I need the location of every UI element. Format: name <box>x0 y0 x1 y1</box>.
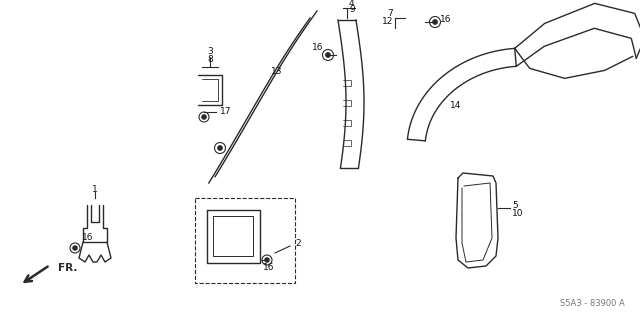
Text: 7: 7 <box>387 10 393 19</box>
Bar <box>195 198 295 283</box>
Circle shape <box>218 146 222 150</box>
Text: 8: 8 <box>207 56 213 64</box>
Text: 3: 3 <box>207 47 213 56</box>
Circle shape <box>433 20 437 24</box>
Text: FR.: FR. <box>58 263 77 273</box>
Text: 16: 16 <box>440 16 451 25</box>
Text: 2: 2 <box>295 240 301 249</box>
Text: 14: 14 <box>450 100 461 109</box>
Text: 17: 17 <box>220 107 232 115</box>
Text: 16: 16 <box>263 263 275 272</box>
Text: 1: 1 <box>92 184 98 194</box>
Text: 16: 16 <box>82 233 93 241</box>
Text: 9: 9 <box>349 5 355 14</box>
Text: S5A3 - 83900 A: S5A3 - 83900 A <box>560 299 625 308</box>
Text: 12: 12 <box>381 17 393 26</box>
Circle shape <box>326 53 330 57</box>
Text: 13: 13 <box>271 68 282 77</box>
Text: 5: 5 <box>512 202 518 211</box>
Text: 16: 16 <box>312 43 323 53</box>
Circle shape <box>202 115 206 119</box>
Text: 10: 10 <box>512 209 524 218</box>
Circle shape <box>73 246 77 250</box>
Circle shape <box>265 258 269 262</box>
Text: 4: 4 <box>349 0 355 9</box>
